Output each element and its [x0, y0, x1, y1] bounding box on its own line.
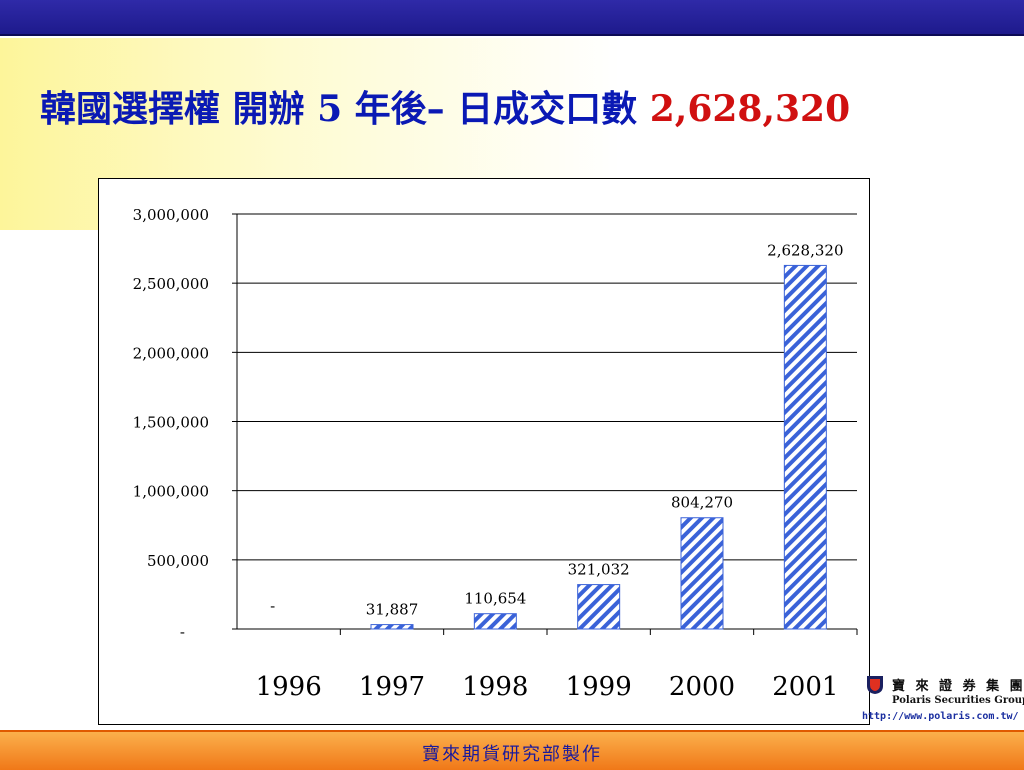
data-label: 321,032 [568, 561, 630, 579]
bar-1999 [577, 584, 621, 630]
data-label: 31,887 [366, 601, 419, 619]
data-label: 2,628,320 [767, 241, 843, 259]
bar-chart: - 500,000 1,000,000 1,500,000 2,000,000 2,500… [133, 206, 858, 702]
top-band [0, 0, 1024, 36]
x-tick-label: 1998 [462, 672, 528, 702]
data-label: 804,270 [671, 494, 733, 512]
data-label: 110,654 [464, 590, 526, 608]
bar-1997 [370, 624, 414, 630]
logo-cn-text: 寶 來 證 券 集 團 [892, 679, 1024, 694]
slide-title: 韓國選擇權 開辦 5 年後– 日成交口數 2,628,320 [40, 80, 850, 132]
footer-band: 寶來期貨研究部製作 [0, 730, 1024, 770]
x-tick-label: 2001 [772, 672, 838, 702]
y-tick-label: 500,000 [147, 552, 209, 570]
bar-2001 [783, 264, 827, 630]
polaris-mark-icon [867, 676, 883, 694]
footer-text: 寶來期貨研究部製作 [422, 744, 602, 765]
y-tick-label: 2,500,000 [133, 275, 209, 293]
x-tick-label: 1997 [359, 672, 425, 702]
slide-title-number: 2,628,320 [649, 88, 851, 130]
bar-2000 [680, 517, 724, 630]
x-tick-label: 1999 [566, 672, 632, 702]
y-tick-label: - [180, 623, 185, 641]
data-label: - [270, 597, 275, 615]
y-tick-label: 1,000,000 [133, 483, 209, 501]
slide-title-text: 韓國選擇權 開辦 5 年後– 日成交口數 [40, 88, 638, 130]
y-tick-label: 3,000,000 [133, 206, 209, 224]
y-tick-label: 2,000,000 [133, 344, 209, 362]
chart-frame: - 500,000 1,000,000 1,500,000 2,000,000 2,500… [98, 178, 870, 725]
x-tick-label: 1996 [256, 672, 322, 702]
x-tick-label: 2000 [669, 672, 735, 702]
polaris-logo: 寶 來 證 券 集 團 Polaris Securities Group htt… [858, 667, 1024, 727]
logo-en-text: Polaris Securities Group [892, 695, 1024, 706]
bar-1998 [473, 613, 517, 630]
logo-url[interactable]: http://www.polaris.com.tw/ [862, 711, 1019, 722]
y-tick-label: 1,500,000 [133, 414, 209, 432]
